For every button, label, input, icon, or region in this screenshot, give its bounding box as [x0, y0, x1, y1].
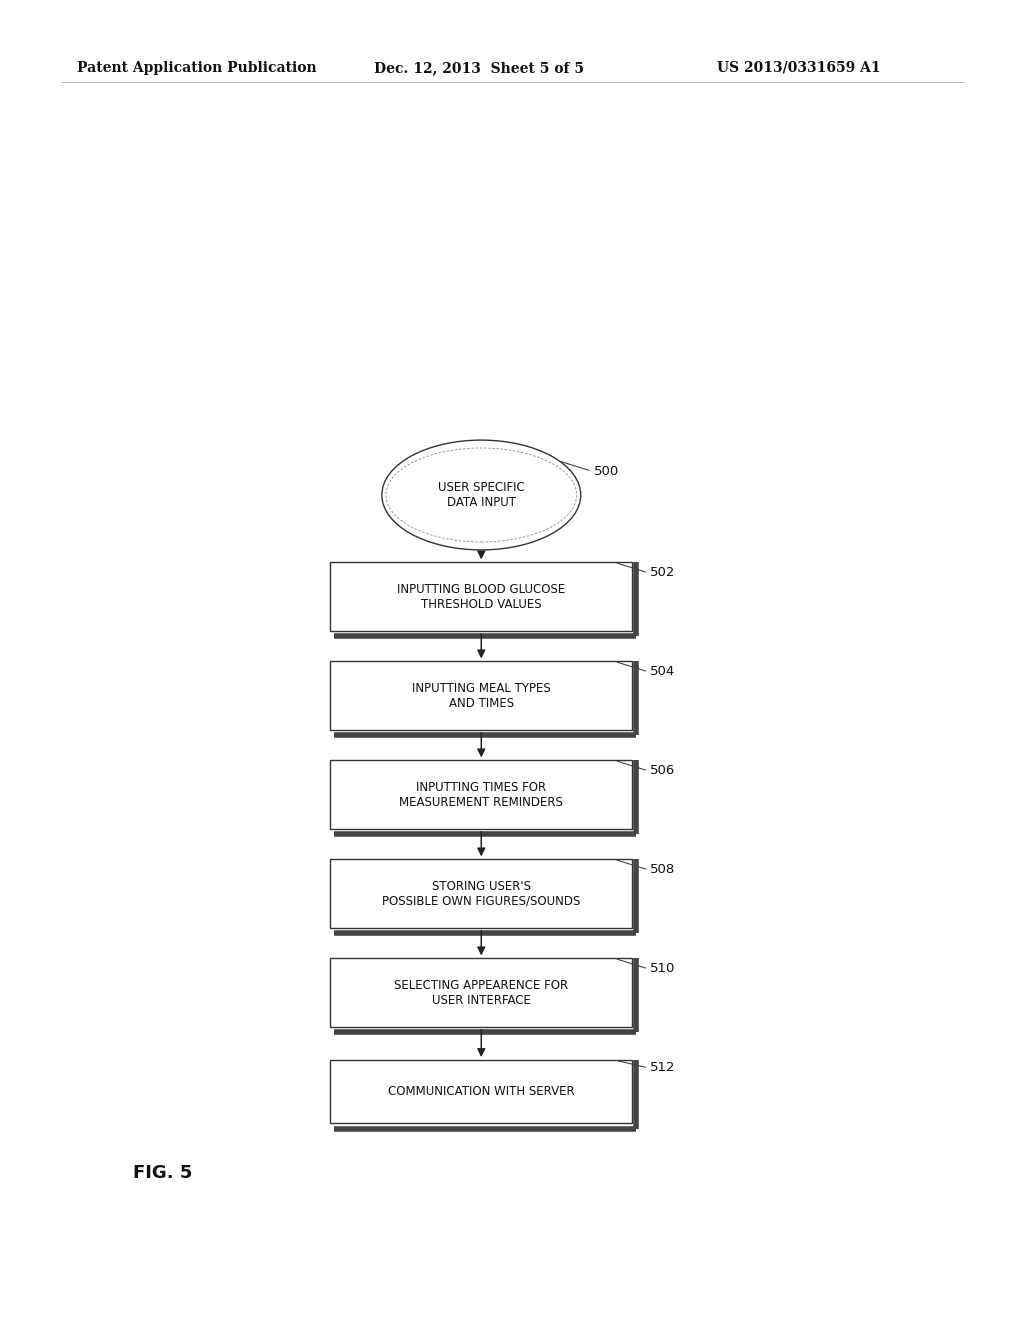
Text: 502: 502	[650, 566, 676, 579]
Text: STORING USER'S
POSSIBLE OWN FIGURES/SOUNDS: STORING USER'S POSSIBLE OWN FIGURES/SOUN…	[382, 879, 581, 908]
Bar	[330, 661, 632, 730]
Text: USER SPECIFIC
DATA INPUT: USER SPECIFIC DATA INPUT	[438, 480, 524, 510]
Text: 506: 506	[650, 764, 676, 777]
Text: 504: 504	[650, 665, 676, 678]
Text: 500: 500	[594, 465, 620, 478]
Text: Dec. 12, 2013  Sheet 5 of 5: Dec. 12, 2013 Sheet 5 of 5	[374, 61, 584, 75]
Text: 512: 512	[650, 1061, 676, 1074]
Text: 508: 508	[650, 863, 676, 876]
Text: SELECTING APPEARENCE FOR
USER INTERFACE: SELECTING APPEARENCE FOR USER INTERFACE	[394, 978, 568, 1007]
Text: INPUTTING TIMES FOR
MEASUREMENT REMINDERS: INPUTTING TIMES FOR MEASUREMENT REMINDER…	[399, 780, 563, 809]
Text: Patent Application Publication: Patent Application Publication	[77, 61, 316, 75]
Text: COMMUNICATION WITH SERVER: COMMUNICATION WITH SERVER	[388, 1085, 574, 1098]
Bar	[330, 859, 632, 928]
Text: INPUTTING MEAL TYPES
AND TIMES: INPUTTING MEAL TYPES AND TIMES	[412, 681, 551, 710]
Ellipse shape	[382, 440, 581, 550]
Text: 510: 510	[650, 962, 676, 975]
Bar	[330, 562, 632, 631]
Bar	[330, 760, 632, 829]
Text: INPUTTING BLOOD GLUCOSE
THRESHOLD VALUES: INPUTTING BLOOD GLUCOSE THRESHOLD VALUES	[397, 582, 565, 611]
Text: FIG. 5: FIG. 5	[133, 1164, 193, 1183]
Bar	[330, 1060, 632, 1123]
Bar	[330, 958, 632, 1027]
Text: US 2013/0331659 A1: US 2013/0331659 A1	[717, 61, 881, 75]
